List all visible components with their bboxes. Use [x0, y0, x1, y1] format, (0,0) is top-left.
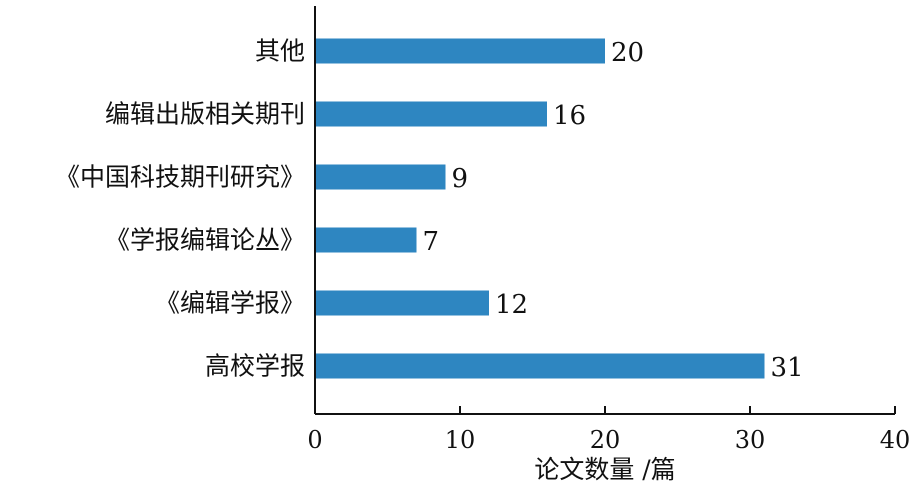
category-label-2: 《中国科技期刊研究》	[55, 163, 305, 192]
x-tick-label-1: 10	[445, 426, 476, 454]
x-tick-label-3: 30	[735, 426, 766, 454]
value-label-5: 31	[771, 353, 804, 383]
category-label-0: 其他	[255, 37, 305, 66]
value-label-0: 20	[611, 38, 644, 68]
bar-0	[315, 38, 605, 64]
x-tick-label-2: 20	[590, 426, 621, 454]
value-labels: 20 16 9 7 12 31	[423, 38, 804, 383]
bar-4	[315, 290, 489, 316]
x-axis-title: 论文数量 /篇	[534, 455, 675, 484]
bars-group	[315, 38, 765, 379]
x-axis-ticks: 0 10 20 30 40	[307, 406, 910, 454]
value-label-2: 9	[452, 164, 469, 194]
category-label-1: 编辑出版相关期刊	[105, 100, 305, 129]
bar-5	[315, 353, 765, 379]
bar-3	[315, 227, 417, 253]
bar-2	[315, 164, 446, 190]
bar-1	[315, 101, 547, 127]
x-tick-label-0: 0	[307, 426, 322, 454]
value-label-3: 7	[423, 227, 440, 257]
category-label-3: 《学报编辑论丛》	[105, 226, 305, 255]
x-tick-label-4: 40	[880, 426, 911, 454]
value-label-4: 12	[495, 290, 528, 320]
value-label-1: 16	[553, 101, 586, 131]
category-label-4: 《编辑学报》	[155, 289, 305, 318]
category-label-5: 高校学报	[205, 352, 305, 381]
